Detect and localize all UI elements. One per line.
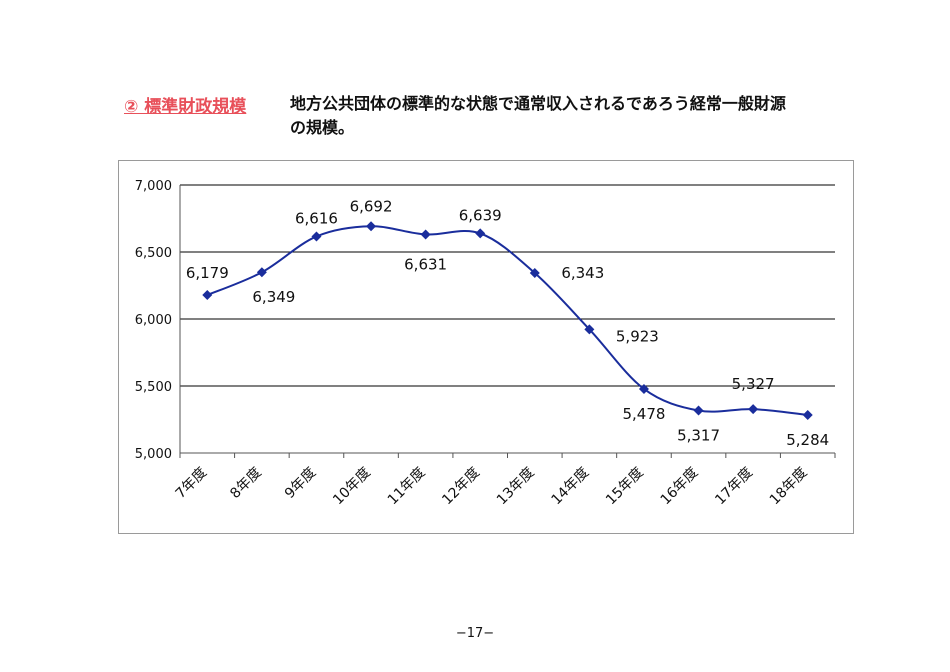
data-label: 5,478 <box>622 405 665 423</box>
data-point <box>311 231 322 242</box>
x-tick-label: 9年度 <box>282 465 319 502</box>
x-tick-label: 16年度 <box>658 465 702 509</box>
data-point <box>802 409 813 420</box>
series-line <box>206 225 808 416</box>
y-tick-label: 5,000 <box>135 447 172 462</box>
y-tick-label: 5,500 <box>135 380 172 395</box>
x-tick-label: 14年度 <box>548 465 592 509</box>
x-tick-label: 8年度 <box>227 465 264 502</box>
x-tick-label: 13年度 <box>494 465 538 509</box>
section-label: ② 標準財政規模 <box>124 97 247 117</box>
data-point <box>420 229 431 240</box>
data-point <box>366 221 377 232</box>
x-tick-label: 12年度 <box>439 465 483 509</box>
x-tick-label: 10年度 <box>330 465 374 509</box>
data-label: 6,349 <box>252 288 295 306</box>
data-point <box>529 268 540 279</box>
data-label: 6,616 <box>295 209 338 227</box>
data-point <box>638 383 649 394</box>
data-point <box>256 267 267 278</box>
data-label: 6,639 <box>459 206 502 224</box>
x-tick-label: 15年度 <box>603 465 647 509</box>
x-tick-label: 7年度 <box>173 465 210 502</box>
y-tick-label: 6,500 <box>135 246 172 261</box>
section-description: 地方公共団体の標準的な状態で通常収入されるであろう経常一般財源の規模。 <box>290 94 786 137</box>
x-tick-label: 11年度 <box>385 465 429 509</box>
data-label: 6,692 <box>350 197 393 215</box>
y-tick-label: 6,000 <box>135 313 172 328</box>
line-chart: 5,000 5,500 6,000 6,500 7,000 7年度 8年度 9年度 10年度 11… <box>135 179 836 509</box>
data-point <box>693 405 704 416</box>
x-tick-label: 17年度 <box>712 465 756 509</box>
data-label: 5,923 <box>616 327 659 345</box>
data-label: 6,343 <box>561 264 604 282</box>
data-label: 6,631 <box>404 255 447 273</box>
data-point <box>475 228 486 239</box>
y-tick-label: 7,000 <box>135 179 172 194</box>
x-tick-label: 18年度 <box>767 465 811 509</box>
data-label: 5,317 <box>677 427 720 445</box>
page-number: −17− <box>455 626 495 641</box>
data-label: 5,284 <box>786 431 829 449</box>
data-label: 5,327 <box>732 375 775 393</box>
chart-frame: 5,000 5,500 6,000 6,500 7,000 7年度 8年度 9年度 10年度 11… <box>118 160 854 534</box>
data-point <box>202 290 213 301</box>
data-label: 6,179 <box>186 264 229 282</box>
data-point <box>748 404 759 415</box>
data-point <box>584 324 595 335</box>
